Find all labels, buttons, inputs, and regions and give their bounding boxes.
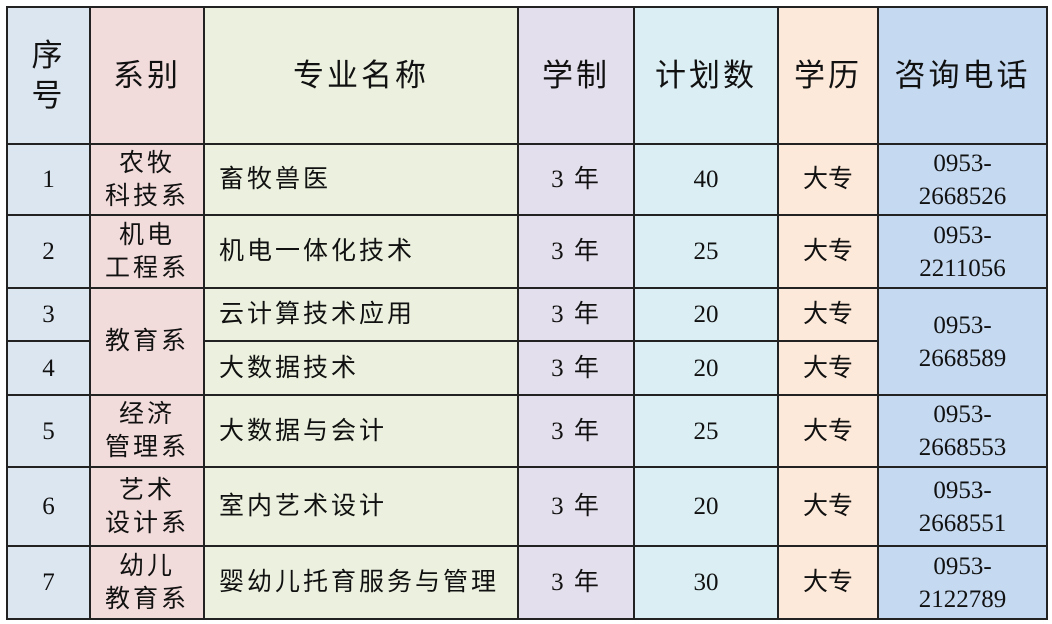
table-row: 1 农牧 科技系 畜牧兽医 3 年 40 大专 0953- 2668526 — [6, 143, 1048, 216]
table-row: 5 经济 管理系 大数据与会计 3 年 25 大专 0953- 2668553 — [6, 394, 1048, 468]
plan-count-cell: 20 — [633, 340, 779, 396]
education-level-cell: 大专 — [777, 287, 879, 342]
dept-line: 经济 — [118, 401, 175, 428]
education-level-cell: 大专 — [777, 143, 879, 216]
phone-cell: 0953- 2211056 — [877, 214, 1048, 289]
phone-cell: 0953- 2668526 — [877, 143, 1048, 216]
header-phone: 咨询电话 — [877, 6, 1048, 145]
phone-cell: 0953- 2122789 — [877, 545, 1048, 620]
phone-cell: 0953- 2668589 — [877, 287, 1048, 396]
duration-cell: 3 年 — [517, 545, 635, 620]
department-cell: 经济 管理系 — [89, 394, 205, 468]
phone-line: 0953- — [933, 476, 992, 504]
phone-line: 0953- — [933, 311, 992, 339]
table-row: 6 艺术 设计系 室内艺术设计 3 年 20 大专 0953- 2668551 — [6, 466, 1048, 547]
dept-line: 工程系 — [104, 254, 189, 282]
table-row: 7 幼儿 教育系 婴幼儿托育服务与管理 3 年 30 大专 0953- 2122789 — [6, 545, 1048, 620]
dept-line: 机电 — [118, 221, 175, 249]
table-row: 3 教育系 云计算技术应用 3 年 20 大专 0953- 2668589 — [6, 287, 1048, 396]
major-cell: 大数据技术 — [203, 340, 519, 396]
duration-cell: 3 年 — [517, 143, 635, 216]
education-level-cell: 大专 — [777, 545, 879, 620]
phone-line: 0953- — [933, 401, 992, 428]
header-number: 序号 — [6, 6, 91, 145]
duration-cell: 3 年 — [517, 214, 635, 289]
phone-line: 2668526 — [918, 182, 1007, 210]
duration-cell: 3 年 — [517, 466, 635, 547]
phone-line: 2211056 — [919, 254, 1006, 282]
plan-count-cell: 25 — [633, 214, 779, 289]
education-level-cell: 大专 — [777, 466, 879, 547]
table-row: 2 机电 工程系 机电一体化技术 3 年 25 大专 0953- 2211056 — [6, 214, 1048, 289]
row-number: 5 — [6, 394, 91, 468]
phone-line: 0953- — [933, 221, 992, 249]
education-level-cell: 大专 — [777, 214, 879, 289]
plan-count-cell: 40 — [633, 143, 779, 216]
major-cell: 机电一体化技术 — [203, 214, 519, 289]
department-cell: 农牧 科技系 — [89, 143, 205, 216]
education-level-cell: 大专 — [777, 394, 879, 468]
education-level-cell: 大专 — [777, 340, 879, 396]
row-number: 1 — [6, 143, 91, 216]
dept-line: 设计系 — [104, 509, 189, 537]
dept-line: 农牧 — [118, 149, 175, 177]
header-plan: 计划数 — [633, 6, 779, 145]
department-cell: 教育系 — [89, 287, 205, 396]
phone-line: 0953- — [933, 552, 992, 580]
header-duration: 学制 — [517, 6, 635, 145]
department-cell: 艺术 设计系 — [89, 466, 205, 547]
phone-cell: 0953- 2668551 — [877, 466, 1048, 547]
header-department: 系别 — [89, 6, 205, 145]
dept-line: 幼儿 — [118, 552, 175, 580]
plan-count-cell: 30 — [633, 545, 779, 620]
plan-count-cell: 25 — [633, 394, 779, 468]
table-row: 4 大数据技术 3 年 20 大专 — [6, 340, 1047, 396]
dept-line: 管理系 — [104, 434, 189, 461]
phone-line: 0953- — [933, 149, 992, 177]
major-cell: 室内艺术设计 — [203, 466, 519, 547]
major-cell: 畜牧兽医 — [203, 143, 519, 216]
plan-count-cell: 20 — [633, 287, 779, 342]
phone-line: 2122789 — [918, 585, 1007, 613]
major-cell: 大数据与会计 — [203, 394, 519, 468]
department-cell: 机电 工程系 — [89, 214, 205, 289]
header-major: 专业名称 — [203, 6, 519, 145]
major-cell: 云计算技术应用 — [203, 287, 519, 342]
phone-line: 2668589 — [918, 344, 1007, 372]
row-number: 7 — [6, 545, 91, 620]
dept-line: 教育系 — [104, 585, 189, 613]
phone-line: 2668551 — [918, 509, 1007, 537]
phone-line: 2668553 — [918, 434, 1007, 461]
duration-cell: 3 年 — [517, 287, 635, 342]
phone-cell: 0953- 2668553 — [877, 394, 1048, 468]
row-number: 4 — [6, 340, 91, 396]
dept-line: 艺术 — [118, 476, 175, 504]
dept-line: 科技系 — [104, 182, 189, 210]
dept-line: 教育系 — [104, 328, 189, 355]
department-cell: 幼儿 教育系 — [89, 545, 205, 620]
row-number: 3 — [6, 287, 91, 342]
header-education: 学历 — [777, 6, 879, 145]
duration-cell: 3 年 — [517, 394, 635, 468]
major-cell: 婴幼儿托育服务与管理 — [203, 545, 519, 620]
row-number: 2 — [6, 214, 91, 289]
plan-count-cell: 20 — [633, 466, 779, 547]
header-row: 序号 系别 专业名称 学制 计划数 学历 咨询电话 — [6, 6, 1048, 145]
row-number: 6 — [6, 466, 91, 547]
duration-cell: 3 年 — [517, 340, 635, 396]
